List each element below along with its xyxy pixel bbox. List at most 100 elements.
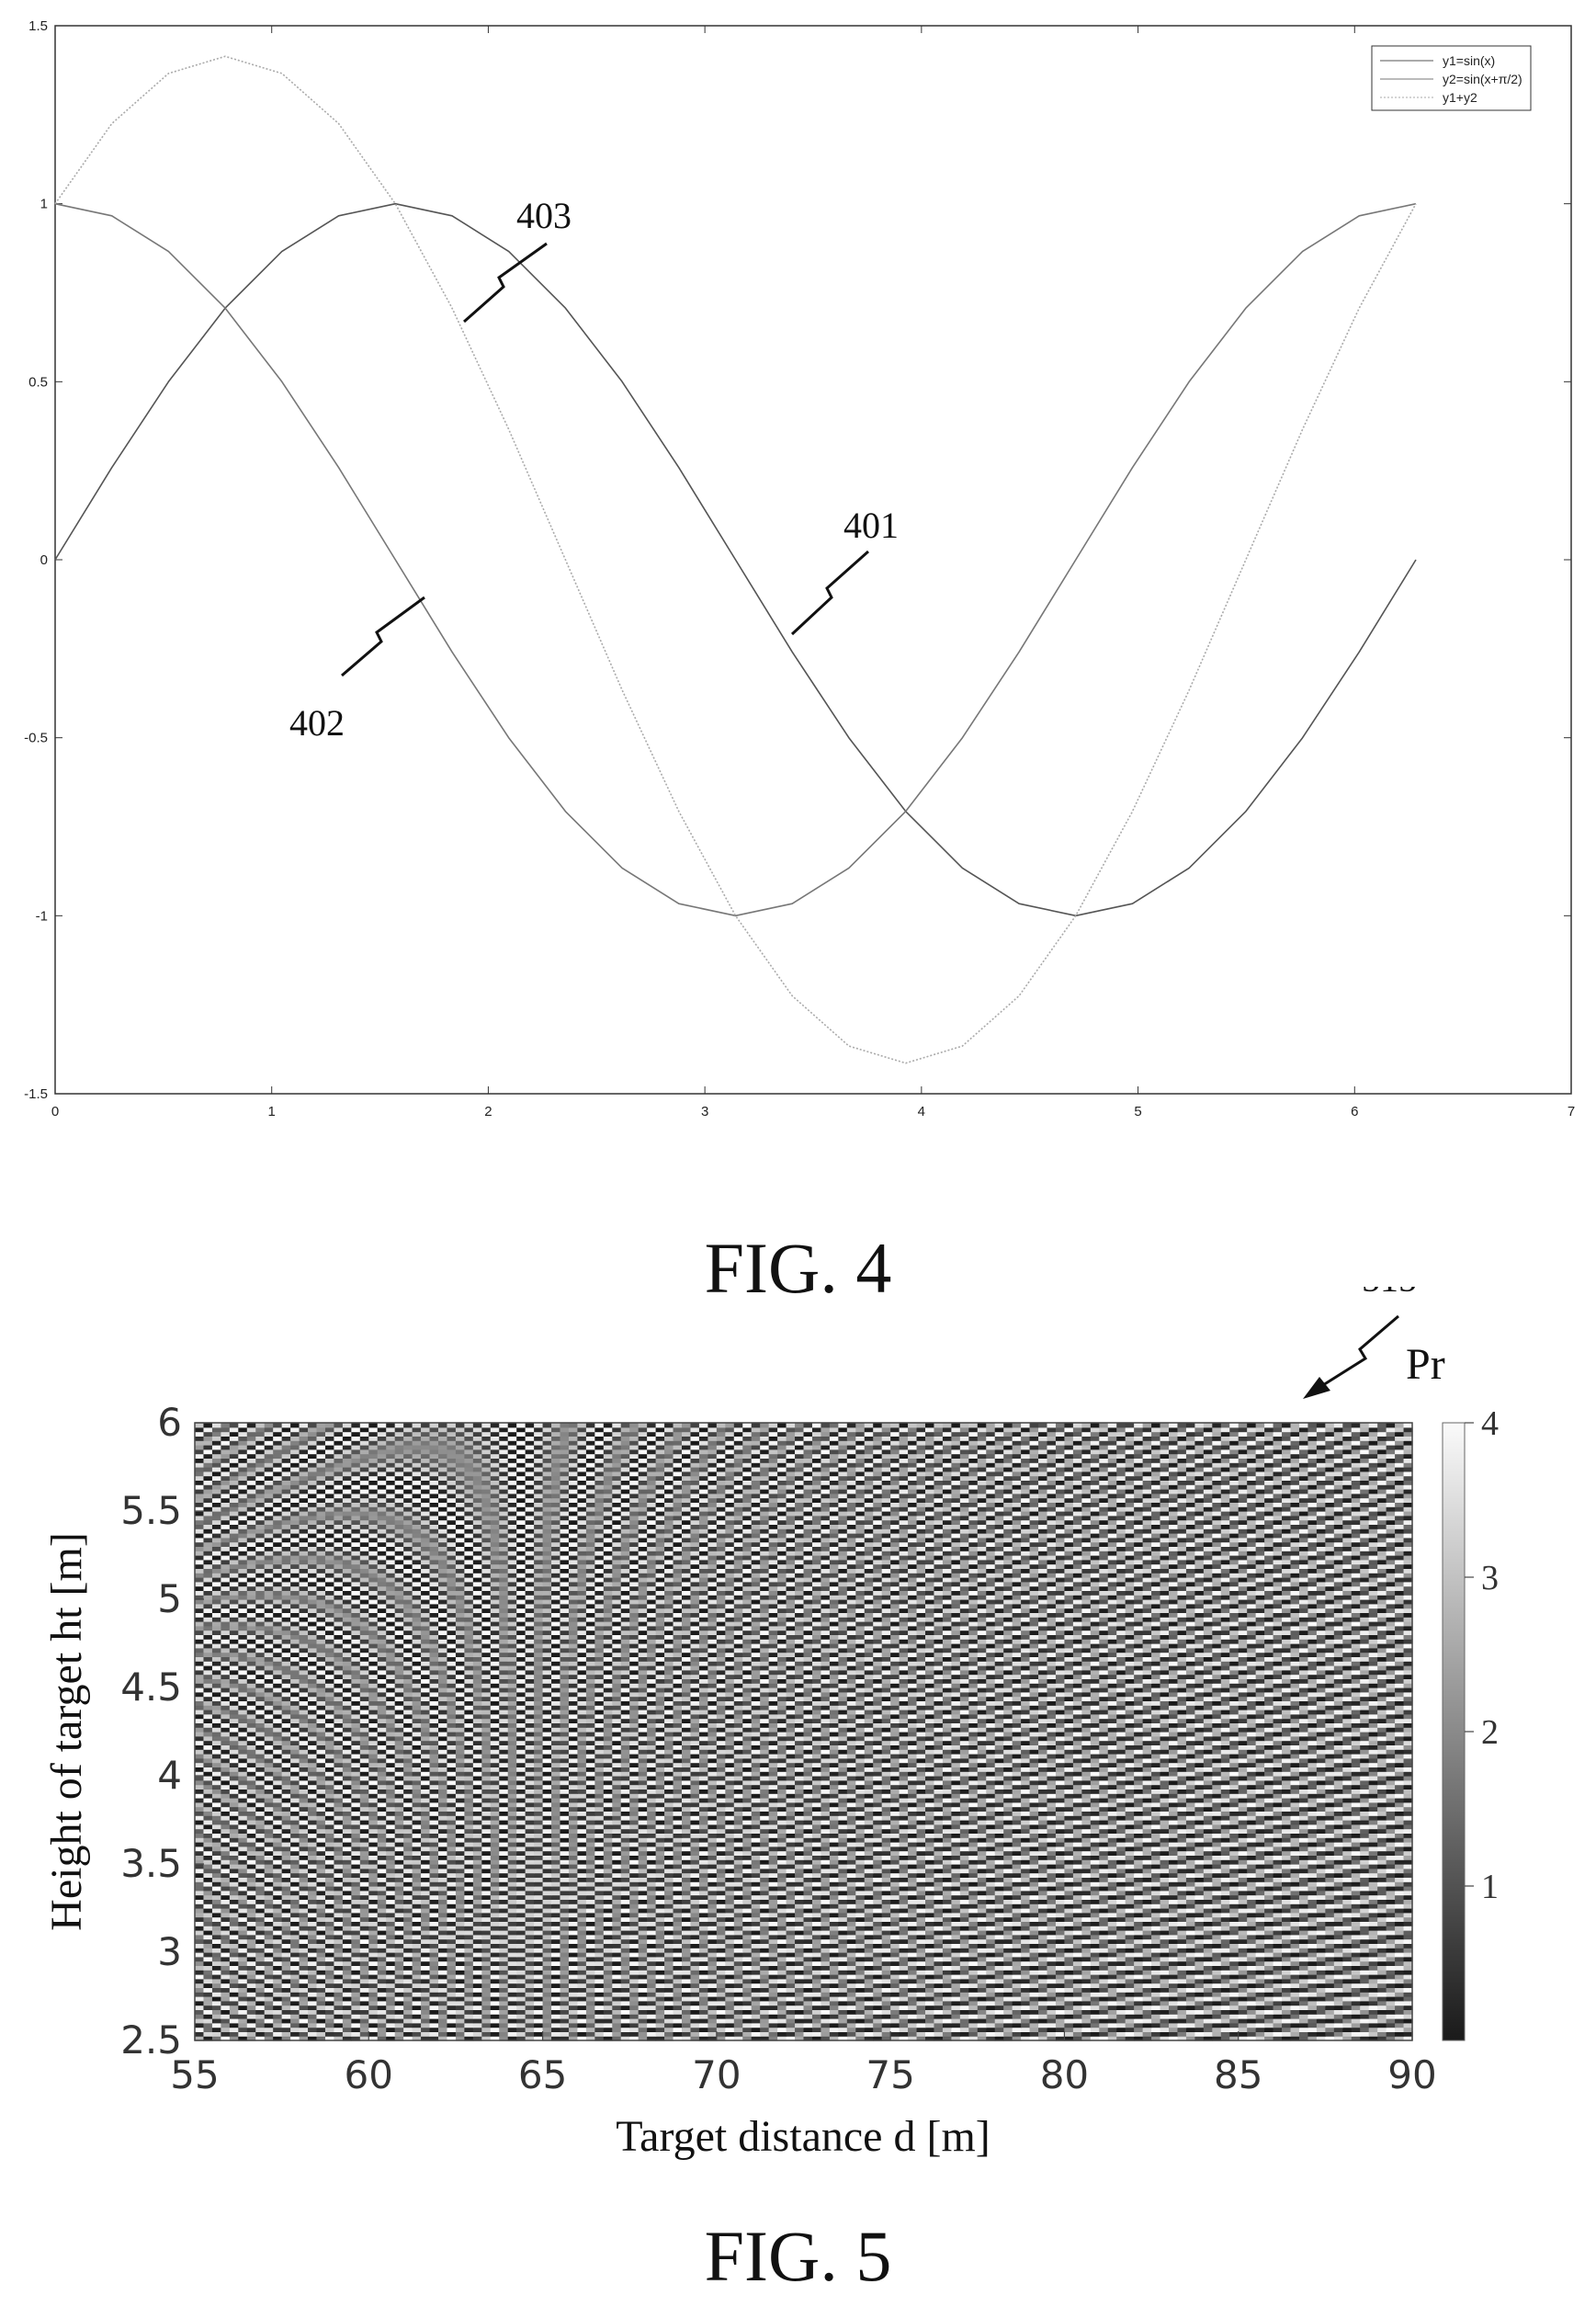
heatmap-cell [908,2000,918,2006]
heatmap-cell [673,1948,683,1953]
heatmap-cell [1012,1943,1022,1949]
heatmap-cell [655,1978,665,1984]
heatmap-cell [1282,2031,1292,2037]
heatmap-cell [1151,1948,1161,1953]
heatmap-cell [1090,1934,1100,1940]
heatmap-cell [821,1903,831,1909]
heatmap-cell [786,1912,796,1918]
heatmap-cell [1055,1903,1066,1909]
heatmap-cell [733,1987,743,1993]
heatmap-cell [655,1912,665,1918]
heatmap-cell [1003,1960,1013,1966]
heatmap-cell [455,2036,465,2041]
heatmap-cell [612,2018,622,2024]
heatmap-cell [603,1926,613,1931]
heatmap-cell [594,1903,605,1909]
heatmap-cell [551,1974,561,1980]
heatmap-cell [1160,1943,1170,1949]
heatmap-cell [1038,1934,1048,1940]
heatmap-cell [698,1886,708,1892]
heatmap-cell [846,2005,856,2010]
heatmap-cell [1298,1960,1309,1966]
heatmap-cell [690,2009,700,2015]
heatmap-cell [455,1908,465,1914]
heatmap-cell [698,1899,708,1904]
heatmap-cell [1021,1916,1031,1922]
heatmap-cell [1307,1916,1318,1922]
heatmap-cell [221,1926,231,1931]
heatmap-cell [516,2022,526,2028]
heatmap-cell [1403,1956,1413,1962]
heatmap-cell [1169,1965,1179,1971]
heatmap-cell [803,1912,813,1918]
heatmap-cell [1169,2036,1179,2041]
heatmap-cell [577,1974,587,1980]
heatmap-cell [899,1908,909,1914]
heatmap-cell [620,1930,630,1936]
heatmap-cell [968,1970,979,1975]
heatmap-cell [368,1903,379,1909]
heatmap-cell [707,1943,718,1949]
heatmap-cell [959,2022,969,2028]
heatmap-cell [238,1886,248,1892]
y-tick-label: -1.5 [24,1086,48,1102]
heatmap-cell [1116,2014,1126,2019]
heatmap-cell [264,2031,274,2037]
heatmap-cell [864,1983,874,1988]
heatmap-cell [585,2009,595,2015]
heatmap-cell [994,1952,1004,1958]
heatmap-cell [1247,1983,1257,1988]
heatmap-cell [942,1960,952,1966]
heatmap-cell [1325,1903,1335,1909]
heatmap-cell [1107,1894,1117,1900]
heatmap-cell [811,1960,822,1966]
heatmap-cell [733,1956,743,1962]
heatmap-cell [273,1978,283,1984]
heatmap-cell [942,1938,952,1944]
heatmap-cell [499,1960,509,1966]
heatmap-cell [342,2027,352,2032]
heatmap-cell [664,1956,674,1962]
heatmap-cell [1142,1934,1152,1940]
heatmap-cell [1238,1916,1248,1922]
heatmap-cell [499,2009,509,2015]
heatmap-cell [908,1974,918,1980]
heatmap-cell [429,1912,439,1918]
heatmap-cell [1395,2027,1405,2032]
heatmap-cell [1047,1938,1057,1944]
heatmap-cell [1134,1912,1144,1918]
heatmap-cell [751,1938,761,1944]
heatmap-cell [324,1965,335,1971]
heatmap-cell [1333,1983,1343,1988]
heatmap-cell [1395,1903,1405,1909]
heatmap-cell [1307,2036,1318,2041]
heatmap-cell [864,1921,874,1926]
heatmap-cell [1282,1978,1292,1984]
heatmap-cell [359,1916,369,1922]
heatmap-cell [1038,1912,1048,1918]
heatmap-cell [1072,1948,1082,1953]
heatmap-cell [238,1930,248,1936]
heatmap-cell [1264,1894,1274,1900]
heatmap-cell [1342,1926,1353,1931]
heatmap-cell [803,1978,813,1984]
heatmap-cell [1047,1921,1057,1926]
heatmap-cell [472,1938,482,1944]
callout-402: 402 [289,596,425,744]
heatmap-cell [1169,2031,1179,2037]
heatmap-cell [698,1948,708,1953]
heatmap-cell [846,1965,856,1971]
heatmap-cell [238,1987,248,1993]
heatmap-cell [1403,2027,1413,2032]
heatmap-cell [1038,2005,1048,2010]
heatmap-cell [612,1903,622,1909]
heatmap-cell [873,1956,883,1962]
heatmap-cell [1377,1965,1387,1971]
heatmap-cell [1368,1886,1378,1892]
heatmap-cell [1038,1908,1048,1914]
heatmap-cell [421,1899,431,1904]
heatmap-cell [1307,2009,1318,2015]
fig5-chart: 65.554.543.532.5 55 60 65 70 75 80 85 90 Target… [42,1287,1499,2161]
heatmap-cell [1064,1894,1074,1900]
heatmap-cell [1247,2000,1257,2006]
